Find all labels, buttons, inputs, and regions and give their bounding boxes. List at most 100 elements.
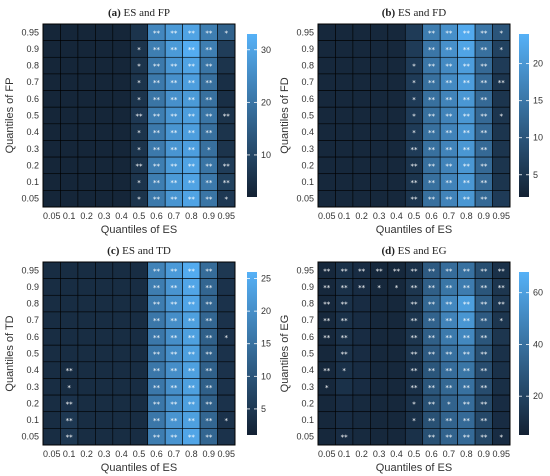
heatmap-cell xyxy=(370,311,389,329)
heatmap-cell xyxy=(352,123,371,141)
y-tick-label: 0.5 xyxy=(301,349,314,359)
heatmap-cell xyxy=(387,106,406,125)
y-tick-label: 0.8 xyxy=(301,299,314,309)
heatmap-cell xyxy=(95,40,114,58)
heatmap-cell xyxy=(77,190,96,208)
significance-mark: ** xyxy=(411,301,419,309)
y-tick-label: 0.4 xyxy=(301,127,314,137)
significance-mark: * xyxy=(325,384,329,392)
significance-mark: ** xyxy=(428,367,436,375)
heatmap-cell xyxy=(112,123,131,141)
colorbar-tick-label: 25 xyxy=(261,274,271,284)
heatmap-cell xyxy=(352,106,371,125)
significance-mark: ** xyxy=(480,179,488,187)
heatmap-cell xyxy=(317,140,336,158)
y-tick-label: 0.6 xyxy=(26,94,39,104)
significance-mark: ** xyxy=(428,384,436,392)
heatmap-cell xyxy=(217,140,236,158)
heatmap-cell xyxy=(317,411,336,429)
significance-mark: ** xyxy=(205,317,213,325)
heatmap-cell xyxy=(112,428,131,446)
significance-mark: ** xyxy=(445,113,453,121)
y-tick-label: 0.6 xyxy=(26,332,39,342)
heatmap-cell xyxy=(42,90,61,108)
heatmap-cell xyxy=(370,361,389,379)
colorbar-tick-label: 20 xyxy=(533,391,543,401)
x-tick-label: 0.4 xyxy=(390,211,403,221)
significance-mark: ** xyxy=(170,29,178,37)
heatmap-cell xyxy=(492,344,511,363)
heatmap-cell xyxy=(95,378,114,396)
heatmap-cell xyxy=(95,278,114,296)
significance-mark: * xyxy=(412,129,416,137)
y-tick-label: 0.7 xyxy=(26,315,39,325)
significance-mark: ** xyxy=(170,129,178,137)
x-tick-label: 0.7 xyxy=(168,449,181,459)
heatmap-cell xyxy=(129,294,149,313)
heatmap-cell xyxy=(387,156,406,175)
heatmap-cell xyxy=(129,411,149,429)
heatmap-cell xyxy=(95,361,114,379)
significance-mark: ** xyxy=(205,301,213,309)
significance-mark: ** xyxy=(205,79,213,87)
significance-mark: ** xyxy=(480,96,488,104)
significance-mark: ** xyxy=(323,334,331,342)
heatmap-cell xyxy=(60,261,79,279)
heatmap-cell xyxy=(42,378,61,396)
significance-mark: ** xyxy=(463,196,471,204)
heatmap-cell xyxy=(112,261,131,279)
significance-mark: ** xyxy=(153,367,161,375)
heatmap-cell xyxy=(335,378,354,396)
heatmap-cell xyxy=(352,394,371,413)
heatmap-cell xyxy=(492,140,511,158)
significance-mark: ** xyxy=(323,317,331,325)
heatmap-cell xyxy=(404,428,424,446)
panel-letter: (c) xyxy=(107,245,120,257)
significance-mark: ** xyxy=(205,434,213,442)
significance-mark: ** xyxy=(323,267,331,275)
significance-mark: ** xyxy=(428,196,436,204)
significance-mark: ** xyxy=(188,334,196,342)
colorbar-tick-label: 20 xyxy=(261,97,271,107)
heatmap-cell xyxy=(352,173,371,191)
heatmap-cell xyxy=(42,23,61,41)
heatmap-cell xyxy=(492,156,511,175)
x-tick-label: 0.5 xyxy=(133,449,146,459)
significance-mark: ** xyxy=(188,284,196,292)
significance-mark: ** xyxy=(205,267,213,275)
y-tick-label: 0.1 xyxy=(301,415,314,425)
significance-mark: * xyxy=(500,46,504,54)
significance-mark: ** xyxy=(323,301,331,309)
significance-mark: ** xyxy=(428,179,436,187)
significance-mark: ** xyxy=(480,129,488,137)
significance-mark: ** xyxy=(153,400,161,408)
y-axis-label: Quantiles of FP xyxy=(4,78,16,154)
y-tick-label: 0.05 xyxy=(21,194,39,204)
significance-mark: * xyxy=(412,113,416,121)
significance-mark: ** xyxy=(153,29,161,37)
heatmap-cell xyxy=(112,90,131,108)
x-tick-label: 0.3 xyxy=(373,449,386,459)
significance-mark: ** xyxy=(170,334,178,342)
heatmap-cell xyxy=(317,106,336,125)
heatmap-cell xyxy=(95,140,114,158)
x-tick-label: 0.8 xyxy=(460,449,473,459)
heatmap-cell xyxy=(335,106,354,125)
significance-mark: ** xyxy=(463,96,471,104)
x-tick-label: 0.2 xyxy=(80,449,93,459)
significance-mark: ** xyxy=(445,367,453,375)
heatmap-cell xyxy=(95,156,114,175)
heatmap-cell xyxy=(387,378,406,396)
x-tick-label: 0.4 xyxy=(115,449,128,459)
y-tick-label: 0.3 xyxy=(301,382,314,392)
significance-mark: ** xyxy=(445,284,453,292)
plot-border xyxy=(317,261,511,446)
significance-mark: * xyxy=(67,384,71,392)
x-tick-label: 0.05 xyxy=(318,449,336,459)
significance-mark: ** xyxy=(188,351,196,359)
heatmap-cell xyxy=(42,156,61,175)
heatmap-cell xyxy=(112,394,131,413)
significance-mark: ** xyxy=(153,113,161,121)
heatmap-cell xyxy=(387,311,406,329)
heatmap-cell xyxy=(335,140,354,158)
